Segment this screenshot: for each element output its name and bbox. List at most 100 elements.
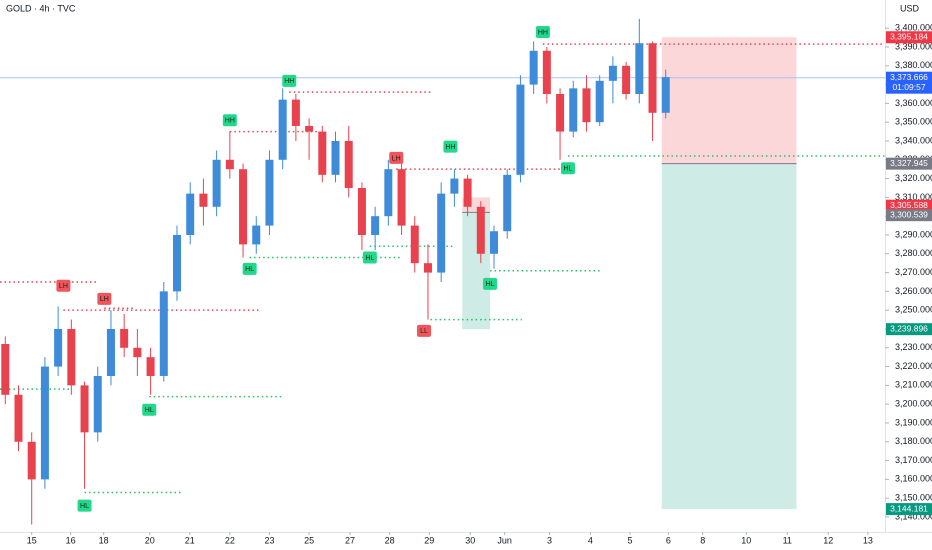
candle-body [463, 178, 472, 207]
candle-body [291, 99, 300, 126]
swing-tag-label: LH [100, 296, 109, 303]
x-tick-label: 15 [27, 535, 37, 545]
y-tick-label: 3,170.000 [895, 455, 932, 465]
candle-body [252, 225, 261, 245]
y-tick-label: 3,280.000 [895, 248, 932, 258]
price-tag [886, 209, 932, 222]
candle-body [397, 169, 406, 226]
price-countdown: 01:09:57 [892, 82, 925, 92]
candle-body [159, 291, 168, 376]
y-tick-label: 3,230.000 [895, 342, 932, 352]
candle-body [569, 88, 578, 132]
y-tick-label: 3,380.000 [895, 60, 932, 70]
candle-body [384, 169, 393, 217]
y-tick-label: 3,160.000 [895, 474, 932, 484]
y-tick-label: 3,150.000 [895, 493, 932, 503]
candle-body [133, 347, 142, 358]
swing-tag [142, 403, 157, 416]
x-tick-label: 29 [424, 535, 434, 545]
x-tick-label: 30 [465, 535, 475, 545]
swing-tag-label: LH [392, 155, 401, 162]
swing-tag-label: HL [365, 255, 374, 262]
swing-tag [282, 74, 297, 87]
candle-body [516, 84, 525, 175]
swing-tag-label: HH [445, 144, 455, 151]
price-tag [886, 503, 932, 516]
candle-body [542, 50, 551, 94]
y-tick-label: 3,140.000 [895, 511, 932, 521]
swing-tag [77, 499, 92, 512]
swing-tag-label: LL [420, 328, 428, 335]
price-tag-label: 3,305.588 [890, 200, 928, 210]
target-zone [661, 163, 797, 510]
price-tag [886, 157, 932, 170]
y-tick-label: 3,320.000 [895, 173, 932, 183]
price-tag-label: 3,395.184 [890, 32, 928, 42]
price-tag [886, 323, 932, 336]
x-tick-label: 10 [741, 535, 751, 545]
candle-body [608, 65, 617, 81]
candle-body [357, 187, 366, 235]
candle-body [199, 193, 208, 207]
y-tick-label: 3,310.000 [895, 192, 932, 202]
x-tick-label: 18 [99, 535, 109, 545]
candle-body [344, 140, 353, 188]
target-zone [462, 212, 491, 330]
swing-tag-label: HH [225, 118, 235, 125]
x-tick-label: 6 [666, 535, 671, 545]
price-tag-label: 3,144.181 [890, 503, 928, 513]
candle-body [529, 50, 538, 85]
price-tag [886, 71, 932, 94]
swing-tag-label: HL [564, 166, 573, 173]
candle-body [503, 174, 512, 232]
candle-body [305, 125, 314, 132]
swing-tag [389, 151, 404, 164]
swing-tag-label: HH [284, 78, 294, 85]
x-tick-label: 27 [345, 535, 355, 545]
candle-body [106, 328, 115, 376]
price-tag [886, 199, 932, 212]
swing-tag-label: HL [80, 503, 89, 510]
candle-body [186, 193, 195, 235]
swing-tag [443, 140, 458, 153]
candle-body [476, 206, 485, 254]
candle-body [661, 77, 670, 113]
y-tick-label: 3,340.000 [895, 135, 932, 145]
x-tick-label: 8 [700, 535, 705, 545]
candle-body [648, 43, 657, 113]
candle-body [318, 131, 327, 175]
swing-tag [97, 292, 112, 305]
y-tick-label: 3,270.000 [895, 267, 932, 277]
swing-tag-label: HH [538, 29, 548, 36]
y-tick-label: 3,250.000 [895, 305, 932, 315]
y-tick-label: 3,180.000 [895, 436, 932, 446]
candle-body [410, 225, 419, 264]
candle-body [27, 441, 36, 480]
candle-body [490, 231, 499, 254]
y-tick-label: 3,350.000 [895, 117, 932, 127]
candle-body [622, 65, 631, 94]
chart-title: GOLD · 4h · TVC [6, 3, 76, 13]
candle-body [437, 193, 446, 273]
candle-body [120, 328, 129, 348]
candle-body [14, 394, 23, 442]
candle-body [278, 99, 287, 160]
y-tick-label: 3,210.000 [895, 380, 932, 390]
candle-body [371, 216, 380, 235]
candle-body [80, 385, 89, 433]
y-tick-label: 3,290.000 [895, 229, 932, 239]
swing-tag [560, 162, 575, 175]
candle-body [93, 375, 102, 433]
x-tick-label: 11 [783, 535, 792, 545]
y-tick-label: 3,200.000 [895, 399, 932, 409]
swing-tag-label: HL [245, 266, 254, 273]
y-tick-label: 3,220.000 [895, 361, 932, 371]
candle-body [582, 88, 591, 123]
y-tick-label: 3,360.000 [895, 98, 932, 108]
x-tick-label: 23 [264, 535, 274, 545]
price-tag-label: 3,327.945 [890, 158, 928, 168]
candle-body [54, 328, 63, 367]
candle-body [40, 366, 49, 480]
x-tick-label: 3 [547, 535, 552, 545]
